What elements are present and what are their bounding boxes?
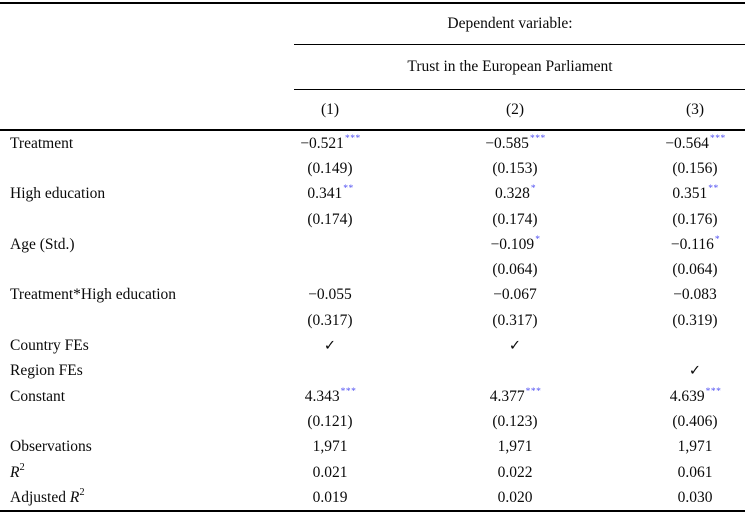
value-cell: 4.639*** <box>669 386 722 405</box>
column-header-3: (3) <box>685 100 705 118</box>
significance-stars: *** <box>525 386 542 397</box>
value-cell: 1,971 <box>677 438 713 456</box>
row-label: Country FEs <box>10 337 89 355</box>
value-cell: −0.067 <box>493 286 537 304</box>
value-cell: 1,971 <box>312 438 348 456</box>
value-cell: (0.064) <box>492 261 538 279</box>
value-cell: (0.174) <box>307 210 353 228</box>
header-rule-2 <box>294 89 745 90</box>
significance-stars: * <box>530 184 537 195</box>
value-cell: 0.022 <box>497 463 533 481</box>
value-cell: −0.521*** <box>300 133 361 152</box>
significance-stars: ** <box>708 184 719 195</box>
significance-stars: *** <box>705 386 722 397</box>
header-rule-row-1 <box>0 44 745 45</box>
row-label: Adjusted R2 <box>10 487 85 507</box>
header-depvar-name-row: Trust in the European Parliament <box>0 45 745 89</box>
table-row: (0.064) (0.064) <box>0 257 745 282</box>
table-row: (0.317) (0.317) (0.319) <box>0 308 745 333</box>
value-cell: (0.406) <box>672 412 718 430</box>
model-number-row: (1) (2) (3) <box>0 90 745 129</box>
value-cell: −0.083 <box>673 286 717 304</box>
value-cell: 0.341** <box>307 184 354 203</box>
value-cell: −0.564*** <box>665 133 726 152</box>
checkmark-icon: ✓ <box>323 338 337 355</box>
header-body-separator-rule <box>0 129 745 131</box>
value-cell: 0.351** <box>672 184 719 203</box>
column-header-1: (1) <box>320 100 340 118</box>
significance-stars: *** <box>340 386 357 397</box>
value-cell: 4.377*** <box>489 386 542 405</box>
value-cell: (0.317) <box>492 311 538 329</box>
row-label: Treatment*High education <box>10 286 177 304</box>
significance-stars: *** <box>709 133 726 144</box>
value-cell: (0.317) <box>307 311 353 329</box>
value-cell: 4.343*** <box>304 386 357 405</box>
significance-stars: * <box>535 234 541 245</box>
table-row: Age (Std.) −0.109* −0.116* <box>0 232 745 257</box>
value-cell: 0.021 <box>312 463 348 481</box>
row-label: Region FEs <box>10 362 83 380</box>
value-cell: −0.055 <box>308 286 352 304</box>
row-label: Age (Std.) <box>10 235 75 253</box>
column-header-2: (2) <box>505 100 525 118</box>
checkmark-icon: ✓ <box>508 338 522 355</box>
table-row: Treatment −0.521*** −0.585*** −0.564*** <box>0 131 745 156</box>
table-row: Constant 4.343*** 4.377*** 4.639*** <box>0 384 745 409</box>
checkmark-icon: ✓ <box>688 363 702 380</box>
table-row: (0.149) (0.153) (0.156) <box>0 156 745 181</box>
table-row: High education 0.341** 0.328* 0.351** <box>0 182 745 207</box>
row-label: High education <box>10 185 106 203</box>
table-row: Adjusted R2 0.019 0.020 0.030 <box>0 485 745 510</box>
table-body: Treatment −0.521*** −0.585*** −0.564*** (0.1… <box>0 131 745 510</box>
table-row: (0.174) (0.174) (0.176) <box>0 207 745 232</box>
value-cell: (0.156) <box>672 159 718 177</box>
row-label: R2 <box>10 461 25 482</box>
significance-stars: *** <box>529 133 546 144</box>
value-cell: 0.019 <box>312 488 348 506</box>
row-label: Constant <box>10 387 66 405</box>
table-bottom-rule <box>0 510 745 513</box>
table-row: (0.121) (0.123) (0.406) <box>0 409 745 434</box>
row-label: Treatment <box>10 134 74 152</box>
header-rule-1 <box>294 44 745 45</box>
value-cell: −0.116* <box>670 234 721 253</box>
table-top-rule <box>0 2 745 4</box>
value-cell: 1,971 <box>497 438 533 456</box>
value-cell: (0.174) <box>492 210 538 228</box>
table-row: Observations 1,971 1,971 1,971 <box>0 435 745 460</box>
significance-stars: * <box>714 234 721 245</box>
dependent-variable-label: Dependent variable: <box>447 15 573 32</box>
value-cell: (0.064) <box>672 261 718 279</box>
value-cell: 0.328* <box>494 184 537 203</box>
dependent-variable-name: Trust in the European Parliament <box>407 58 613 75</box>
value-cell: (0.123) <box>492 412 538 430</box>
value-cell: 0.030 <box>677 488 713 506</box>
significance-stars: ** <box>343 184 354 195</box>
value-cell: 0.020 <box>497 488 533 506</box>
header-rule-row-2 <box>0 89 745 90</box>
table-row: Country FEs ✓ ✓ <box>0 333 745 358</box>
value-cell: (0.121) <box>307 412 353 430</box>
value-cell: (0.319) <box>672 311 718 329</box>
value-cell: (0.176) <box>672 210 718 228</box>
table-row: Treatment*High education −0.055 −0.067 −0.0… <box>0 283 745 308</box>
header-dependent-variable-row: Dependent variable: <box>0 4 745 44</box>
value-cell: (0.149) <box>307 159 353 177</box>
value-cell: −0.585*** <box>485 133 546 152</box>
value-cell: 0.061 <box>677 463 713 481</box>
value-cell: (0.153) <box>492 159 538 177</box>
row-label: Observations <box>10 438 92 456</box>
significance-stars: *** <box>344 133 361 144</box>
table-row: R2 0.021 0.022 0.061 <box>0 460 745 485</box>
table-row: Region FEs ✓ <box>0 359 745 384</box>
value-cell: −0.109* <box>490 234 541 253</box>
